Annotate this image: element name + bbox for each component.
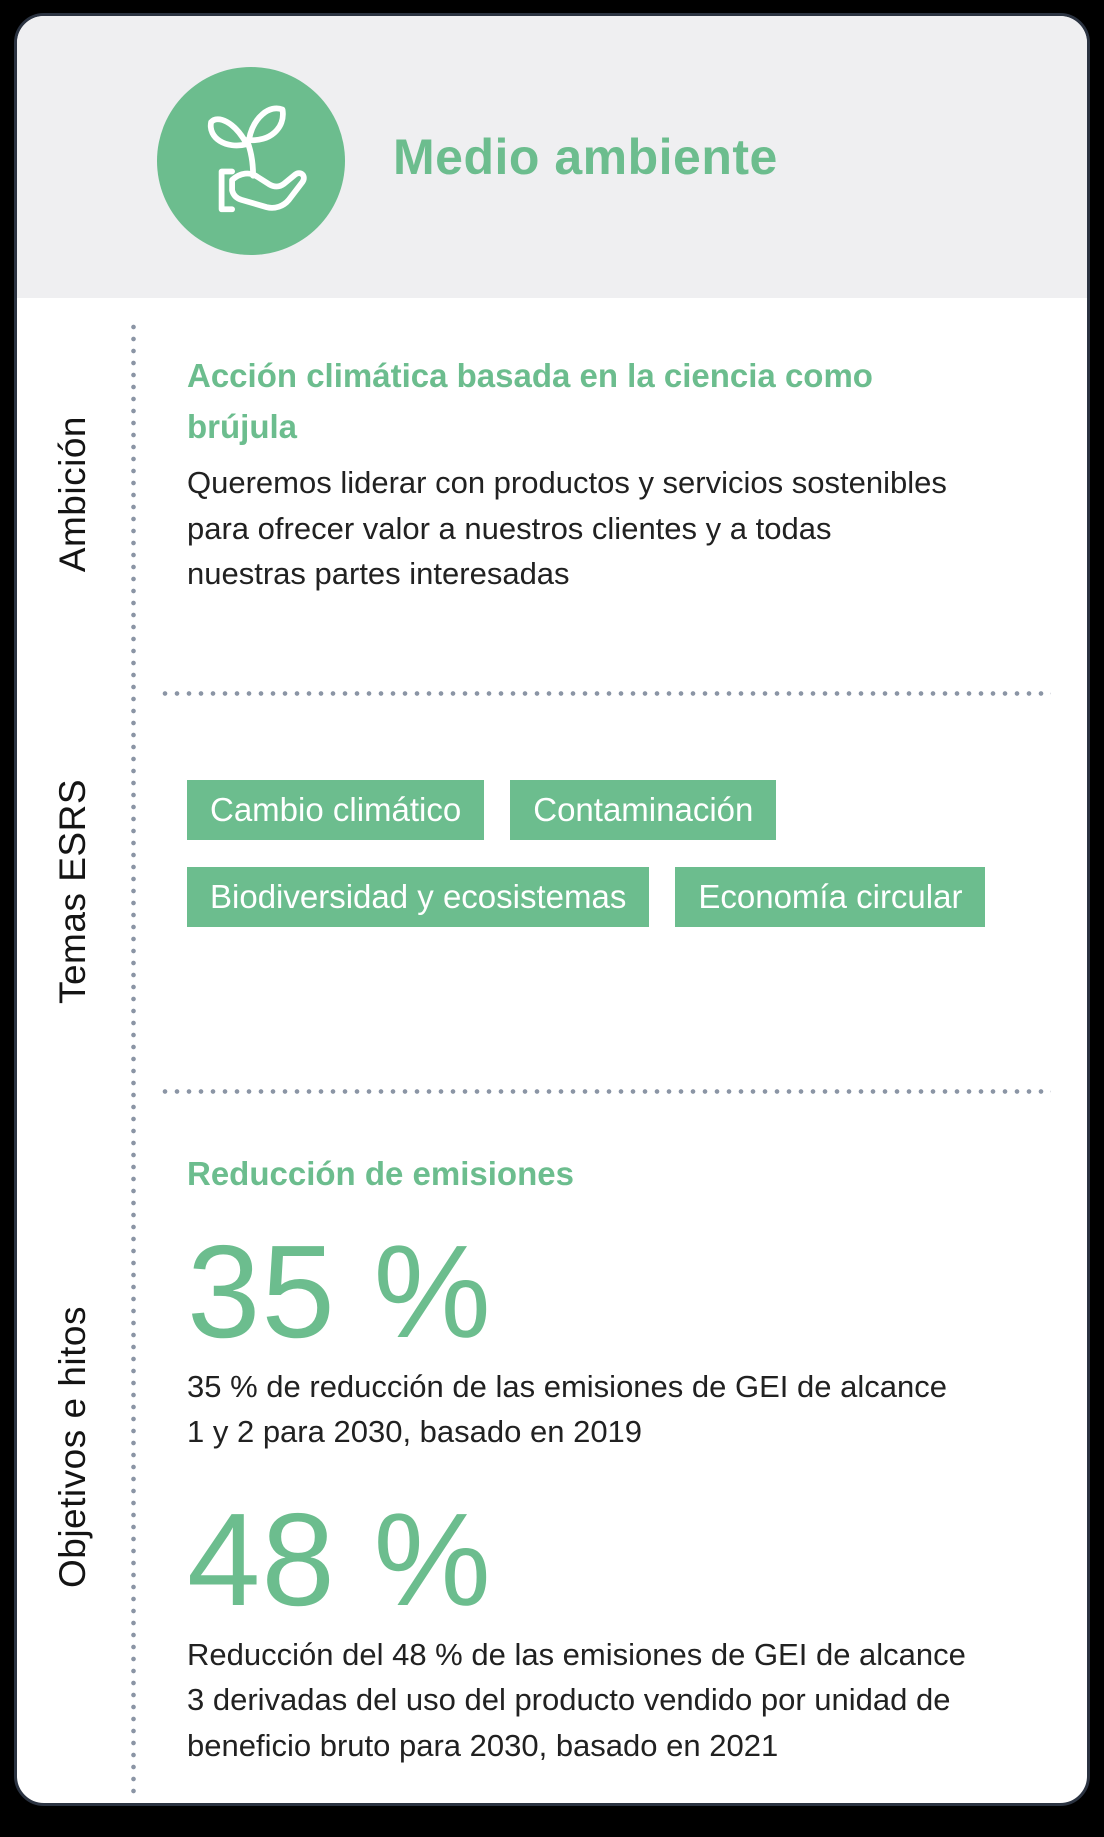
- section-label-temas-esrs: Temas ESRS: [52, 778, 93, 1004]
- esrs-tag-cambio-climatico: Cambio climático: [187, 780, 485, 840]
- section-divider: [159, 691, 1051, 696]
- ambicion-body: Queremos liderar con productos y servici…: [187, 465, 947, 592]
- side-label-box: Temas ESRS: [17, 694, 129, 1089]
- temas-content: Cambio climático Contaminación Biodivers…: [187, 694, 1057, 927]
- section-objetivos-e-hitos: Objetivos e hitos Reducción de emisiones…: [17, 1092, 1087, 1803]
- goal-scope-1-2: 35 % 35 % de reducción de las emisiones …: [187, 1225, 1057, 1455]
- goal-description: Reducción del 48 % de las emisiones de G…: [187, 1636, 966, 1763]
- page-title: Medio ambiente: [393, 129, 778, 185]
- card-header: Medio ambiente: [17, 16, 1087, 298]
- goal-description: 35 % de reducción de las emisiones de GE…: [187, 1368, 947, 1450]
- side-label-box: Ambición: [17, 298, 129, 691]
- seedling-in-hand-icon: [157, 67, 345, 255]
- section-label-objetivos: Objetivos e hitos: [52, 1306, 93, 1589]
- esrs-tag-contaminacion: Contaminación: [510, 780, 777, 840]
- objetivos-heading: Reducción de emisiones: [187, 1155, 574, 1192]
- section-ambicion: Ambición Acción climática basada en la c…: [17, 298, 1087, 691]
- ambicion-heading: Acción climática basada en la ciencia co…: [187, 357, 873, 446]
- vertical-dotted-line: [131, 321, 136, 1799]
- esrs-tag-list: Cambio climático Contaminación Biodivers…: [187, 780, 1057, 927]
- goal-value: 48 %: [187, 1485, 492, 1633]
- ambicion-content: Acción climática basada en la ciencia co…: [187, 298, 1057, 597]
- esrs-tag-biodiversidad: Biodiversidad y ecosistemas: [187, 867, 650, 927]
- section-temas-esrs: Temas ESRS Cambio climático Contaminació…: [17, 694, 1087, 1089]
- section-label-ambicion: Ambición: [52, 416, 93, 573]
- section-divider: [159, 1089, 1051, 1094]
- environment-card: Medio ambiente Ambición Acción climática…: [14, 13, 1090, 1806]
- objetivos-content: Reducción de emisiones 35 % 35 % de redu…: [187, 1092, 1057, 1768]
- esrs-tag-economia-circular: Economía circular: [675, 867, 986, 927]
- goal-value: 35 %: [187, 1218, 492, 1366]
- side-label-box: Objetivos e hitos: [17, 1092, 129, 1803]
- goal-scope-3: 48 % Reducción del 48 % de las emisiones…: [187, 1485, 1057, 1768]
